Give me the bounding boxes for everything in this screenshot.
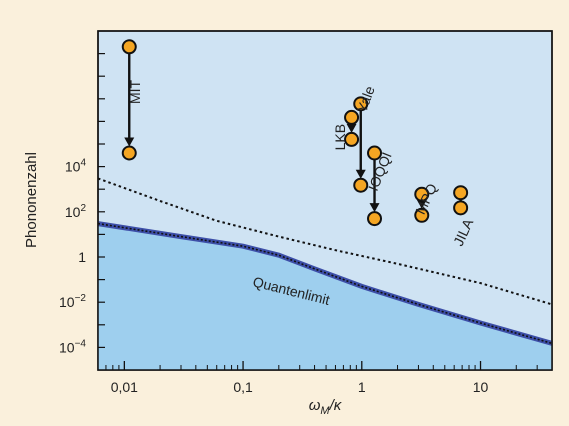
y-tick-base: 10 (65, 204, 81, 220)
y-tick-base: 10 (59, 294, 75, 310)
y-axis-label: Phononenzahl (23, 152, 40, 248)
experiment-start-point (353, 96, 369, 112)
experiment-mit: MIT (121, 39, 143, 161)
experiment-arrow-head (346, 123, 357, 133)
experiment-end-point (414, 207, 430, 223)
plot-frame (97, 30, 553, 371)
experiment-arrow-head (124, 137, 135, 147)
y-tick-label: 104 (65, 158, 87, 175)
experiment-start-point (453, 185, 469, 201)
experiment-end-point (453, 200, 469, 216)
x-tick-label: 10 (473, 379, 489, 395)
y-tick-label: 10−2 (59, 293, 86, 310)
y-tick-base: 10 (59, 339, 75, 355)
x-tick-label: 0,01 (111, 379, 138, 395)
y-tick-exponent: −4 (75, 338, 87, 349)
experiment-end-point (367, 211, 383, 227)
experiment-arrow-head (416, 199, 427, 209)
x-tick-label: 1 (358, 379, 366, 395)
y-tick-exponent: 2 (80, 203, 86, 214)
experiment-start-point (121, 39, 137, 55)
experiment-end-point (344, 131, 360, 147)
experiment-lkb: LKB (332, 109, 360, 150)
experiment-start-point (414, 186, 430, 202)
experiment-yale: Yale (353, 84, 378, 193)
x-axis-label: ωM/κ (309, 397, 343, 417)
y-tick-exponent: 4 (80, 158, 86, 169)
x-axis-label-rest: /κ (329, 397, 343, 414)
y-tick-base: 1 (78, 249, 86, 265)
experiment-start-point (367, 145, 383, 161)
experiment-start-point (344, 109, 360, 125)
experiment-label: MIT (127, 80, 143, 105)
y-tick-base: 10 (65, 159, 81, 175)
y-tick-exponent: −2 (75, 293, 87, 304)
x-axis-label-main: ω (309, 397, 321, 414)
experiment-end-point (353, 177, 369, 193)
x-axis-label-sub: M (320, 405, 330, 417)
experiment-end-point (121, 145, 137, 161)
experiment-arrow-head (355, 169, 366, 179)
quantum-limit-region (98, 223, 552, 370)
x-tick-label: 0,1 (233, 379, 253, 395)
experiment-label: LKB (332, 124, 348, 150)
y-tick-label: 10−4 (59, 338, 86, 355)
quantum-limit-dotted-line (97, 222, 553, 345)
experiment-arrow-head (369, 203, 380, 213)
y-tick-label: 1 (78, 249, 86, 265)
y-tick-label: 102 (65, 203, 87, 220)
